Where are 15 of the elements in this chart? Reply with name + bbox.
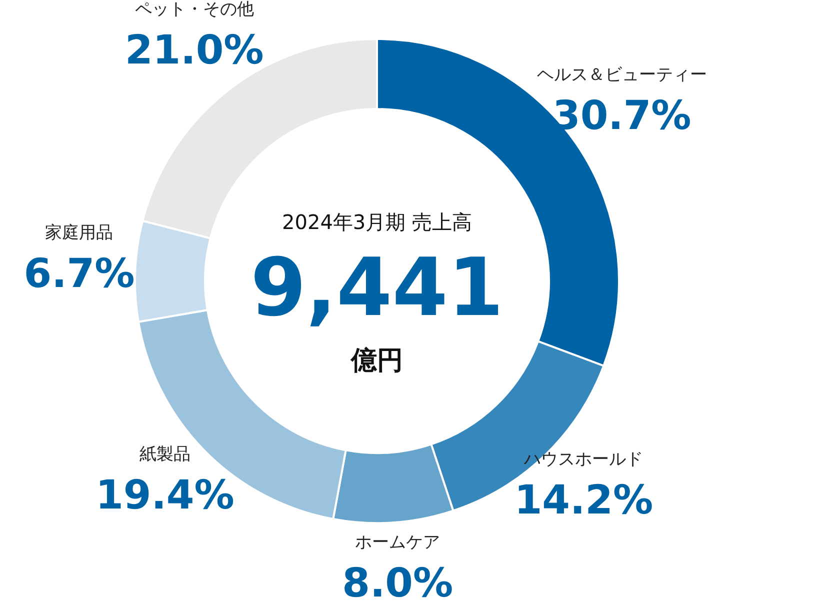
data-label: 19.4% [96,472,234,518]
data-label: 30.7% [552,93,692,140]
text: 9,441 [250,241,504,334]
slice-label: ホームケア [355,532,440,552]
slice-label: 家庭用品 [45,222,114,243]
data-label: 6.7% [24,250,135,297]
slice-label: ハウスホールド [523,450,644,470]
text: 億円 [350,346,403,376]
slice-label: ペット・その他 [134,0,254,20]
data-label: 21.0% [124,28,264,74]
slice-label: ヘルス＆ビューティー [536,65,707,86]
data-label: 8.0% [342,560,454,603]
text: 2024年3月期 売上高 [282,210,472,234]
slice-label: 紙製品 [139,444,190,464]
data-label: 14.2% [514,478,654,524]
